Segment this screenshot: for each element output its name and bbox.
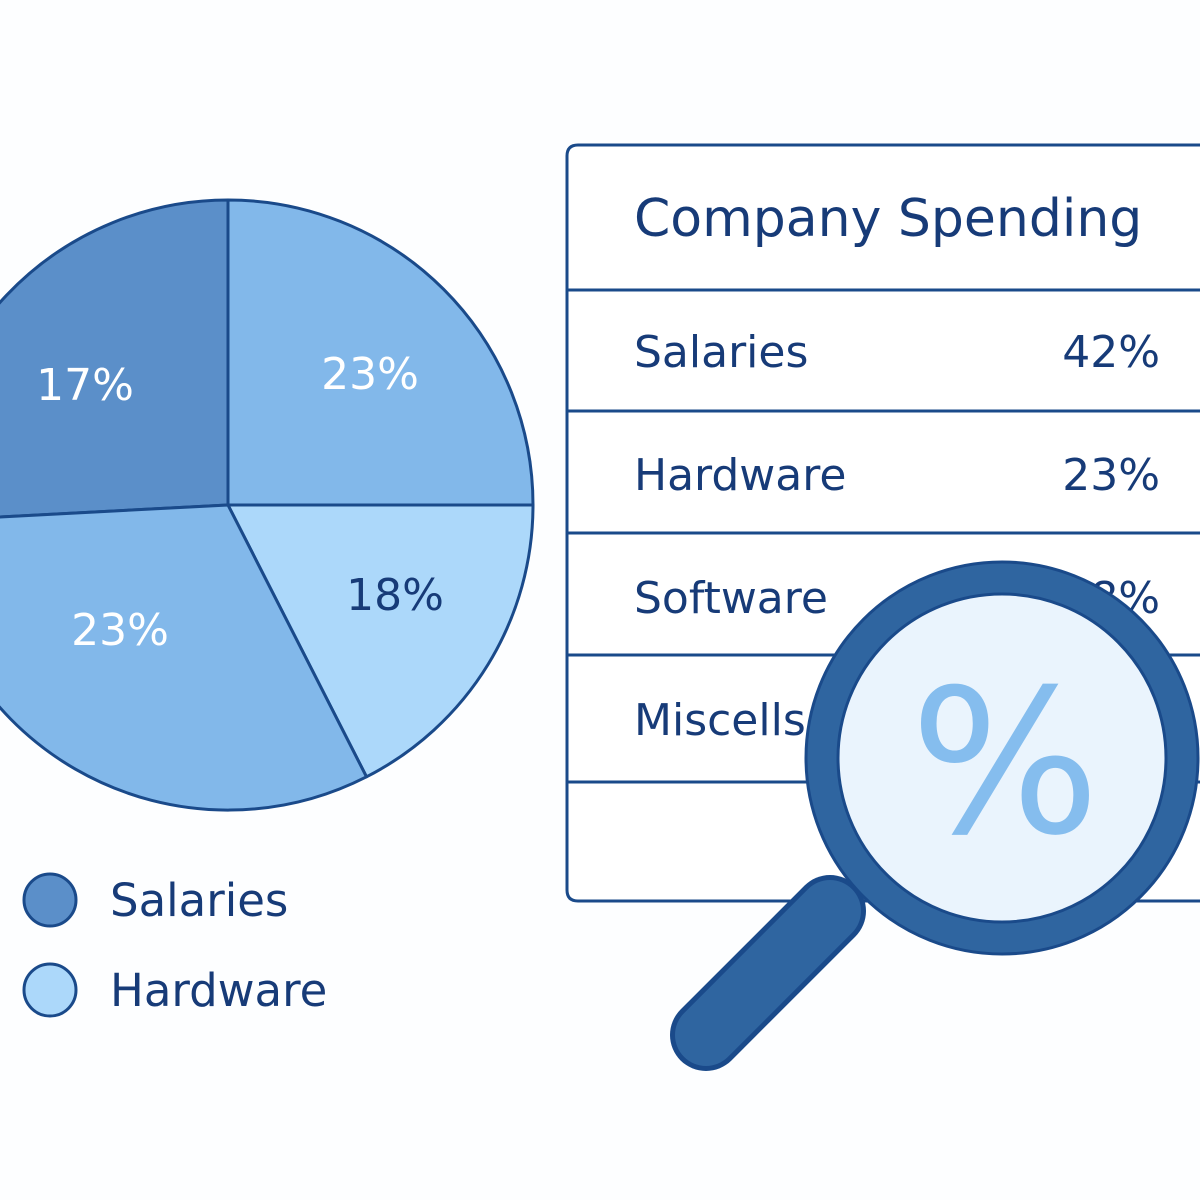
pie-chart: 17% 23% 18% 23% <box>0 198 535 812</box>
pie-slice <box>226 198 535 507</box>
pie-slice-label: 23% <box>321 349 419 400</box>
row-label-miscellaneous: Miscells <box>634 695 806 746</box>
percent-glyph: % <box>910 647 1100 880</box>
table-row: Hardware 23% <box>634 450 1160 501</box>
magnifier-icon: % <box>670 560 1200 1071</box>
magnifier-inner-rim <box>836 592 1168 924</box>
pie-slice-label: 23% <box>71 605 169 656</box>
chart-legend: Salaries Hardware <box>22 872 327 1018</box>
pie-slice <box>0 198 230 519</box>
legend-item-hardware: Hardware <box>22 962 327 1018</box>
row-value-hardware: 23% <box>1062 450 1160 501</box>
pie-slice <box>226 503 535 779</box>
pie-slice-label: 18% <box>346 570 444 621</box>
table-row: Salaries 42% <box>634 327 1160 378</box>
legend-swatch-salaries <box>22 872 78 928</box>
magnifier-rim <box>804 560 1200 956</box>
table-title: Company Spending <box>634 189 1142 249</box>
legend-label-hardware: Hardware <box>110 964 327 1017</box>
pie-slice-label: 17% <box>36 360 134 411</box>
row-label-salaries: Salaries <box>634 327 808 378</box>
magnifier-lens <box>806 562 1198 954</box>
row-label-software: Software <box>634 573 828 624</box>
row-value-salaries: 42% <box>1062 327 1160 378</box>
legend-swatch-hardware <box>22 962 78 1018</box>
magnifier-handle <box>675 880 861 1066</box>
table-row: Miscells <box>634 695 806 746</box>
legend-item-salaries: Salaries <box>22 872 288 928</box>
legend-label-salaries: Salaries <box>110 874 288 927</box>
pie-slice <box>0 503 368 812</box>
row-label-hardware: Hardware <box>634 450 846 501</box>
